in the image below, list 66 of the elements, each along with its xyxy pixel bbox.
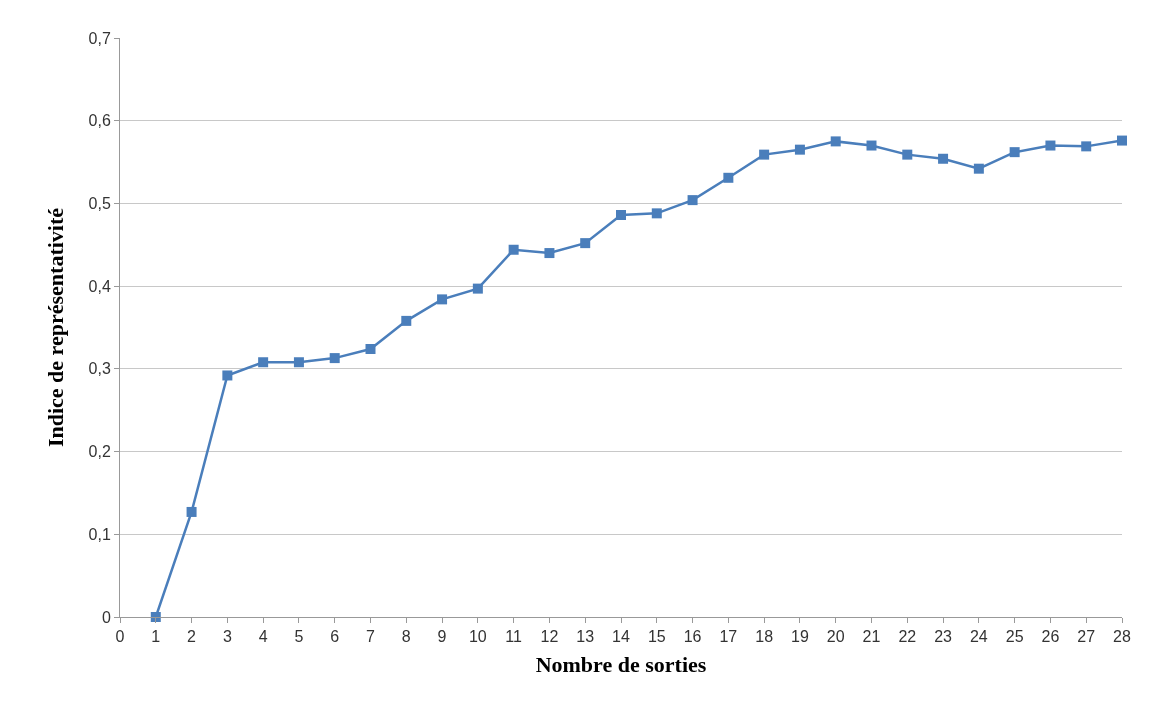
- x-tick-label: 9: [437, 628, 447, 646]
- x-tick-label: 12: [540, 628, 559, 646]
- point: [616, 210, 626, 221]
- x-tick-label: 26: [1041, 628, 1060, 646]
- x-tick-label: 1: [151, 628, 161, 646]
- x-tick-label: 2: [187, 628, 197, 646]
- point: [794, 144, 805, 155]
- point: [580, 238, 591, 249]
- point: [973, 163, 984, 174]
- x-axis-title: Nombre de sorties: [535, 652, 707, 678]
- point: [651, 208, 662, 219]
- x-tick-label: 24: [969, 628, 988, 646]
- x-tick-label: 11: [505, 628, 523, 646]
- x-tick-label: 22: [898, 628, 917, 646]
- point: [437, 294, 448, 305]
- x-tick-label: 4: [258, 628, 268, 646]
- x-tick-label: 10: [468, 628, 487, 646]
- point: [365, 344, 376, 355]
- point: [293, 357, 304, 368]
- y-tick-label: 0,2: [88, 443, 111, 461]
- point: [866, 140, 877, 151]
- x-tick-label: 15: [647, 628, 666, 646]
- point: [401, 315, 412, 326]
- point: [329, 353, 340, 364]
- x-tick-label: 3: [222, 628, 232, 646]
- x-tick-label: 21: [862, 628, 881, 646]
- y-tick-label: 0,6: [88, 112, 111, 130]
- point: [1117, 135, 1127, 146]
- y-axis-title: Indice de représentativité: [43, 207, 69, 448]
- point: [472, 283, 483, 294]
- y-tick-label: 0: [101, 608, 111, 626]
- point: [902, 149, 913, 160]
- point: [222, 370, 233, 381]
- x-tick-label: 8: [401, 628, 411, 646]
- x-tick-label: 6: [330, 628, 340, 646]
- x-tick-label: 14: [612, 628, 630, 646]
- point: [508, 244, 519, 255]
- x-tick-label: 23: [934, 628, 953, 646]
- y-tick-label: 0,4: [88, 277, 111, 295]
- point: [830, 136, 841, 147]
- y-tick-label: 0,3: [88, 360, 111, 378]
- x-tick-label: 19: [791, 628, 809, 646]
- point: [1045, 140, 1056, 151]
- point: [759, 149, 770, 160]
- y-tick-label: 0,7: [88, 29, 111, 47]
- y-tick-label: 0,1: [88, 525, 111, 543]
- x-tick-label: 27: [1077, 628, 1096, 646]
- x-tick-label: 18: [755, 628, 774, 646]
- x-tick-label: 20: [826, 628, 845, 646]
- x-tick-label: 28: [1113, 628, 1131, 646]
- x-tick-label: 25: [1005, 628, 1024, 646]
- point: [258, 357, 269, 368]
- x-tick-label: 16: [683, 628, 702, 646]
- point: [687, 195, 698, 206]
- x-tick-label: 7: [366, 628, 376, 646]
- point: [723, 172, 734, 183]
- y-tick-label: 0,5: [88, 195, 111, 213]
- x-tick-label: 5: [294, 628, 304, 646]
- point: [1081, 141, 1092, 152]
- point: [544, 248, 555, 259]
- x-tick-label: 0: [115, 628, 125, 646]
- x-tick-label: 13: [576, 628, 595, 646]
- point: [938, 153, 949, 164]
- point: [1009, 147, 1020, 158]
- x-tick-label: 17: [719, 628, 738, 646]
- point: [186, 506, 197, 517]
